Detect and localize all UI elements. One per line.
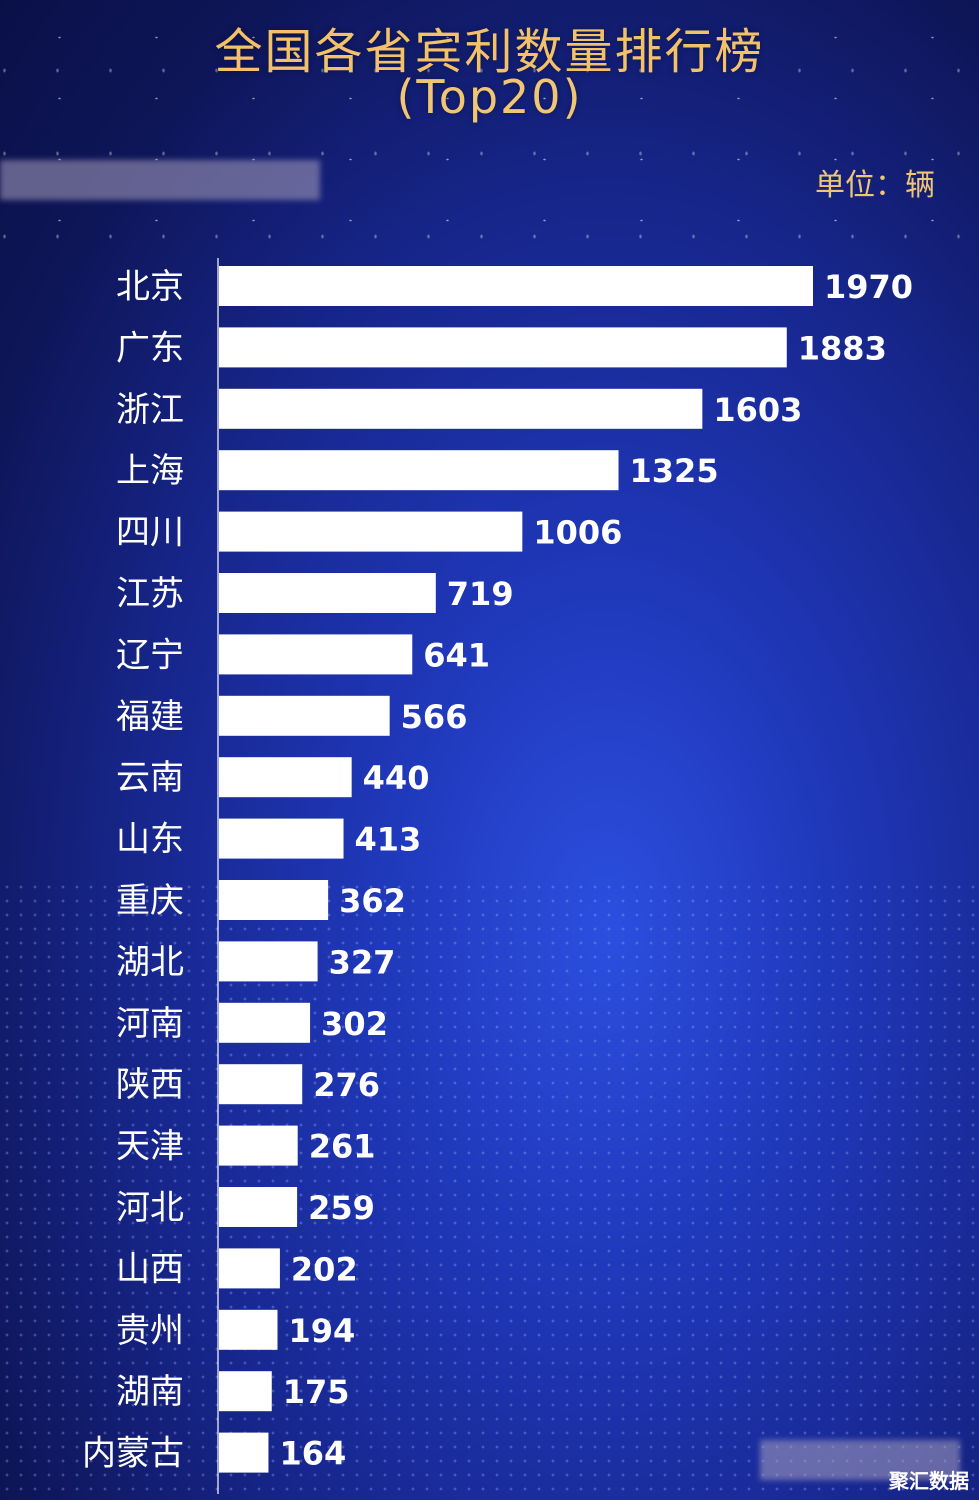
bar-11 <box>219 941 318 982</box>
bar-6 <box>219 634 413 675</box>
chart-title: 全国各省宾利数量排行榜 <box>214 24 765 80</box>
value-label-18: 175 <box>283 1373 350 1411</box>
bar-16 <box>219 1248 280 1289</box>
category-label-19: 内蒙古 <box>82 1434 184 1474</box>
value-label-10: 362 <box>339 882 406 920</box>
category-label-11: 湖北 <box>116 942 184 982</box>
value-label-2: 1603 <box>713 391 802 429</box>
category-label-9: 山东 <box>116 820 184 860</box>
bar-0 <box>219 266 813 306</box>
bar-18 <box>219 1371 272 1412</box>
value-label-17: 194 <box>288 1312 355 1350</box>
bar-19 <box>219 1432 269 1473</box>
bar-2 <box>219 388 703 429</box>
category-label-17: 贵州 <box>116 1311 184 1351</box>
value-label-19: 164 <box>279 1435 346 1473</box>
bar-7 <box>219 695 390 736</box>
blurred-region-bottom <box>760 1440 960 1480</box>
value-label-5: 719 <box>447 575 514 613</box>
bar-15 <box>219 1187 298 1227</box>
category-label-13: 陕西 <box>116 1065 184 1105</box>
category-label-8: 云南 <box>116 758 184 798</box>
value-label-1: 1883 <box>798 329 887 367</box>
category-label-2: 浙江 <box>116 390 184 430</box>
watermark: 聚汇数据 <box>889 1469 969 1493</box>
value-label-8: 440 <box>363 759 430 797</box>
category-label-5: 江苏 <box>116 574 184 614</box>
value-label-0: 1970 <box>824 268 913 306</box>
chart-subtitle: (Top20) <box>396 70 583 124</box>
value-label-9: 413 <box>355 821 422 859</box>
value-label-7: 566 <box>401 698 468 736</box>
category-label-16: 山西 <box>116 1249 184 1289</box>
value-label-11: 327 <box>329 943 396 981</box>
value-label-3: 1325 <box>630 452 719 490</box>
bar-14 <box>219 1125 298 1166</box>
value-label-15: 259 <box>308 1189 375 1227</box>
category-label-18: 湖南 <box>116 1372 184 1412</box>
bar-9 <box>219 818 344 859</box>
value-label-12: 302 <box>321 1005 388 1043</box>
category-label-14: 天津 <box>116 1127 184 1167</box>
category-label-12: 河南 <box>116 1004 184 1044</box>
bar-10 <box>219 880 329 920</box>
category-label-15: 河北 <box>116 1188 184 1228</box>
category-label-1: 广东 <box>116 328 184 368</box>
category-label-10: 重庆 <box>116 881 184 921</box>
bar-5 <box>219 573 436 613</box>
category-label-3: 上海 <box>116 451 184 491</box>
category-label-0: 北京 <box>116 267 184 307</box>
value-label-13: 276 <box>313 1066 380 1104</box>
category-label-4: 四川 <box>116 513 184 553</box>
bar-4 <box>219 511 523 552</box>
value-label-6: 641 <box>423 636 490 674</box>
bar-17 <box>219 1309 278 1350</box>
value-label-4: 1006 <box>533 514 622 552</box>
value-label-16: 202 <box>291 1250 358 1288</box>
bar-8 <box>219 757 352 798</box>
value-label-14: 261 <box>309 1128 376 1166</box>
category-label-7: 福建 <box>116 697 184 737</box>
bar-3 <box>219 450 619 491</box>
blurred-region <box>0 160 320 200</box>
bar-13 <box>219 1064 303 1105</box>
bar-12 <box>219 1002 311 1043</box>
category-label-6: 辽宁 <box>116 635 184 675</box>
unit-label: 单位：辆 <box>815 168 935 203</box>
bar-1 <box>219 327 787 368</box>
